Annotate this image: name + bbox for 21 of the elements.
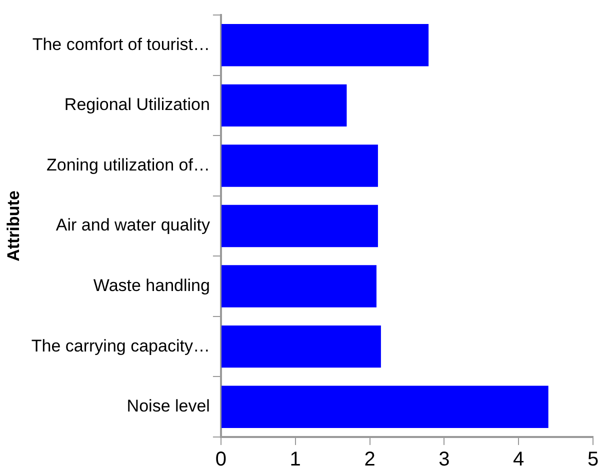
bar <box>221 24 429 66</box>
x-tick-label: 4 <box>513 448 524 471</box>
x-tick-label: 1 <box>290 448 301 471</box>
bar <box>221 265 376 308</box>
bar <box>221 386 548 428</box>
y-tick-label: The carrying capacity… <box>31 336 210 356</box>
y-tick-label: Zoning utilization of… <box>46 155 210 174</box>
x-tick-label: 2 <box>364 448 376 471</box>
bar <box>221 144 378 187</box>
x-tick-label: 3 <box>438 448 450 471</box>
y-tick-label: Noise level <box>126 396 210 416</box>
bar <box>221 204 378 248</box>
y-axis-title: Attribute <box>4 190 23 262</box>
bar <box>221 325 381 368</box>
y-tick-label: The comfort of tourist… <box>32 34 210 54</box>
y-tick-label: Air and water quality <box>56 216 210 235</box>
bar <box>221 84 347 127</box>
y-tick-label: Regional Utilization <box>64 95 210 114</box>
x-tick-label: 0 <box>215 448 227 471</box>
x-tick-label: 5 <box>587 448 599 471</box>
y-tick-label: Waste handling <box>93 276 210 295</box>
